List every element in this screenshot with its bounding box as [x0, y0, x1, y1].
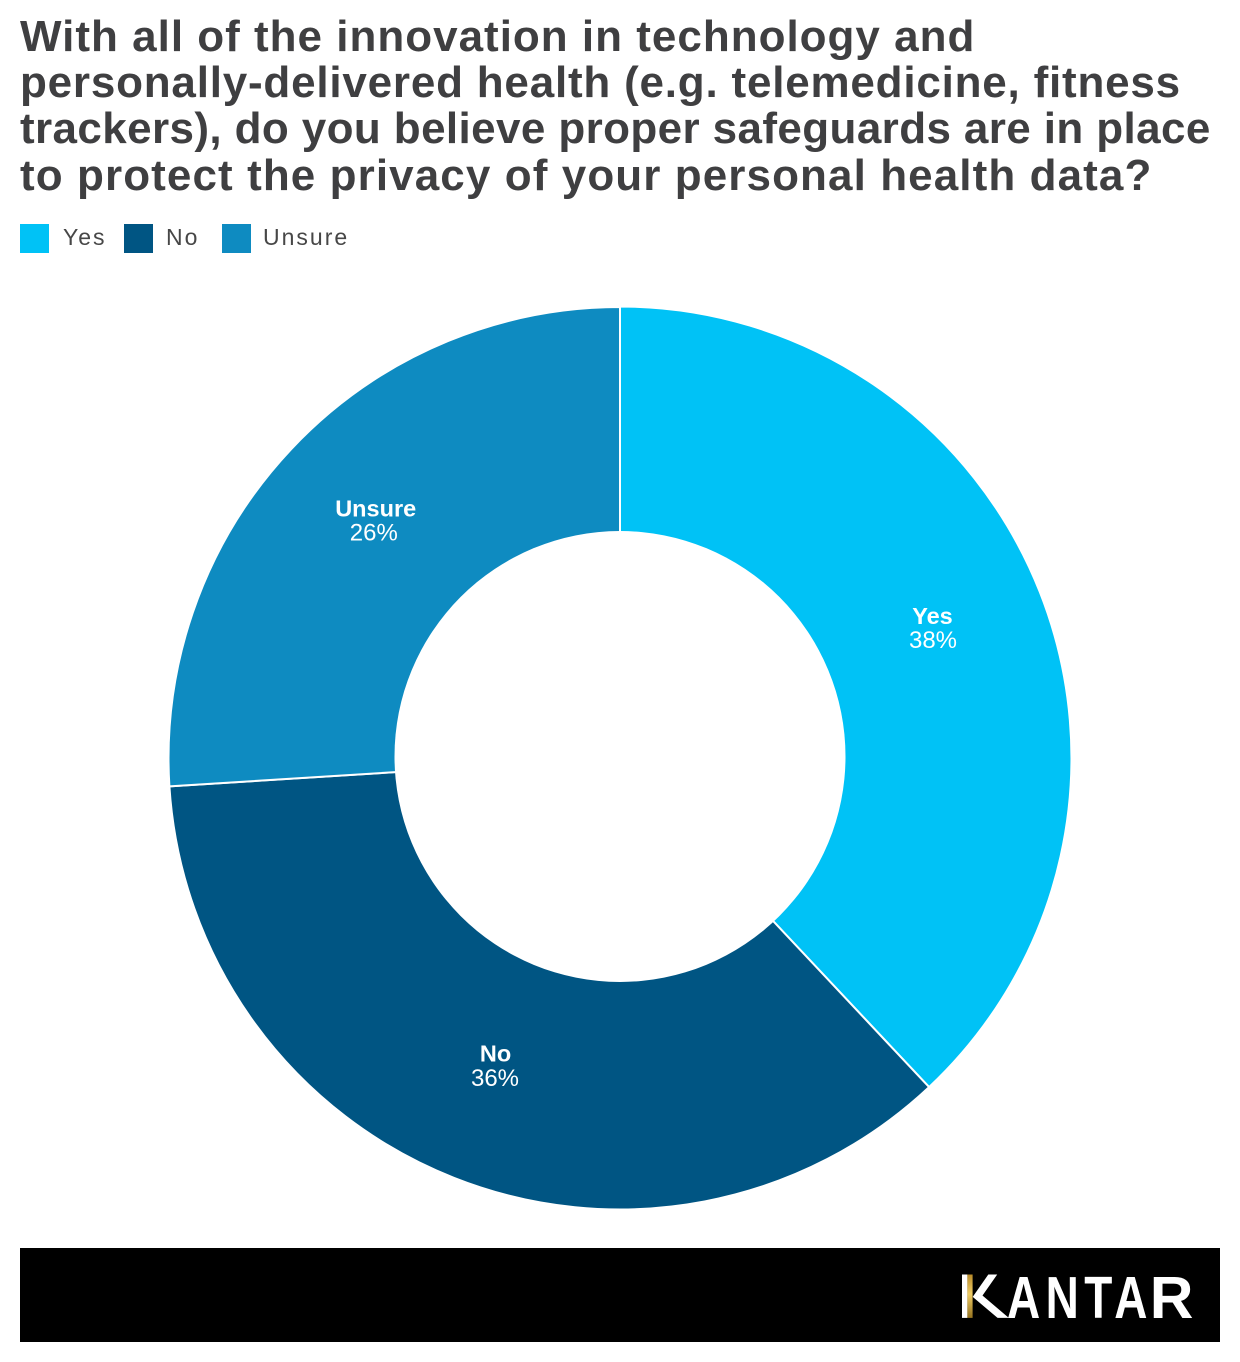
svg-text:26%: 26% — [350, 520, 398, 547]
svg-text:36%: 36% — [471, 1065, 519, 1092]
svg-text:Unsure: Unsure — [335, 495, 416, 521]
svg-text:38%: 38% — [909, 627, 957, 654]
svg-text:Yes: Yes — [912, 603, 953, 629]
svg-text:R: R — [1150, 1264, 1194, 1330]
svg-text:No: No — [480, 1041, 511, 1067]
svg-text:ANTA: ANTA — [1007, 1265, 1153, 1331]
